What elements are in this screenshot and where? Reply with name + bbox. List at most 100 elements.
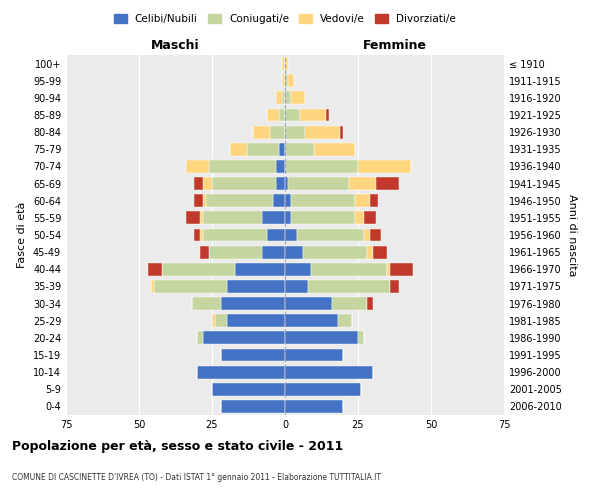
Bar (212, 383, 285, 396)
Bar (163, 263, 235, 276)
Bar (373, 246, 387, 258)
Bar (285, 297, 332, 310)
Bar (221, 400, 285, 413)
Bar (186, 160, 209, 173)
Y-axis label: Fasce di età: Fasce di età (17, 202, 27, 268)
Text: Popolazione per età, sesso e stato civile - 2011: Popolazione per età, sesso e stato civil… (12, 440, 343, 453)
Bar (203, 228, 268, 241)
Bar (308, 280, 390, 293)
Bar (285, 108, 299, 122)
Bar (203, 177, 212, 190)
Bar (285, 212, 291, 224)
Bar (276, 177, 285, 190)
Bar (200, 228, 203, 241)
Bar (291, 92, 305, 104)
Bar (370, 194, 379, 207)
Bar (314, 143, 355, 156)
Bar (209, 160, 276, 173)
Bar (285, 177, 288, 190)
Bar (358, 160, 410, 173)
Bar (268, 108, 279, 122)
Bar (376, 177, 399, 190)
Bar (206, 194, 274, 207)
Bar (194, 194, 203, 207)
Bar (370, 228, 382, 241)
Text: Maschi: Maschi (151, 38, 200, 52)
Bar (355, 212, 364, 224)
Bar (349, 177, 376, 190)
Bar (285, 228, 296, 241)
Legend: Celibi/Nubili, Coniugati/e, Vedovi/e, Divorziati/e: Celibi/Nubili, Coniugati/e, Vedovi/e, Di… (110, 10, 460, 29)
Bar (285, 160, 358, 173)
Bar (367, 246, 373, 258)
Bar (358, 332, 364, 344)
Bar (355, 194, 370, 207)
Bar (230, 143, 247, 156)
Bar (285, 194, 291, 207)
Bar (305, 126, 340, 138)
Bar (194, 177, 203, 190)
Bar (285, 126, 305, 138)
Bar (311, 263, 387, 276)
Bar (291, 212, 355, 224)
Bar (203, 212, 262, 224)
Bar (212, 314, 215, 327)
Bar (282, 57, 285, 70)
Bar (276, 160, 285, 173)
Bar (364, 228, 370, 241)
Bar (285, 143, 314, 156)
Bar (262, 246, 285, 258)
Bar (212, 177, 276, 190)
Bar (282, 92, 285, 104)
Bar (191, 297, 221, 310)
Bar (387, 263, 390, 276)
Bar (338, 314, 352, 327)
Bar (285, 92, 291, 104)
Bar (285, 400, 343, 413)
Bar (291, 194, 355, 207)
Bar (221, 348, 285, 362)
Bar (285, 57, 288, 70)
Bar (271, 126, 285, 138)
Bar (296, 228, 364, 241)
Bar (285, 348, 343, 362)
Bar (332, 297, 367, 310)
Bar (186, 212, 200, 224)
Bar (197, 332, 203, 344)
Bar (285, 263, 311, 276)
Bar (274, 194, 285, 207)
Bar (148, 263, 163, 276)
Bar (235, 263, 285, 276)
Text: COMUNE DI CASCINETTE D'IVREA (TO) - Dati ISTAT 1° gennaio 2011 - Elaborazione TU: COMUNE DI CASCINETTE D'IVREA (TO) - Dati… (12, 473, 381, 482)
Bar (276, 92, 282, 104)
Bar (285, 314, 338, 327)
Bar (299, 108, 326, 122)
Bar (253, 126, 271, 138)
Bar (285, 280, 308, 293)
Bar (367, 297, 373, 310)
Bar (285, 74, 288, 87)
Y-axis label: Anni di nascita: Anni di nascita (567, 194, 577, 276)
Bar (200, 212, 203, 224)
Bar (282, 74, 285, 87)
Bar (221, 297, 285, 310)
Text: Femmine: Femmine (362, 38, 427, 52)
Bar (227, 314, 285, 327)
Bar (151, 280, 154, 293)
Bar (262, 212, 285, 224)
Bar (194, 228, 200, 241)
Bar (268, 228, 285, 241)
Bar (279, 143, 285, 156)
Bar (247, 143, 279, 156)
Bar (285, 383, 361, 396)
Bar (340, 126, 343, 138)
Bar (200, 246, 209, 258)
Bar (285, 246, 302, 258)
Bar (390, 280, 399, 293)
Bar (227, 280, 285, 293)
Bar (288, 74, 294, 87)
Bar (197, 366, 285, 378)
Bar (203, 332, 285, 344)
Bar (364, 212, 376, 224)
Bar (288, 177, 349, 190)
